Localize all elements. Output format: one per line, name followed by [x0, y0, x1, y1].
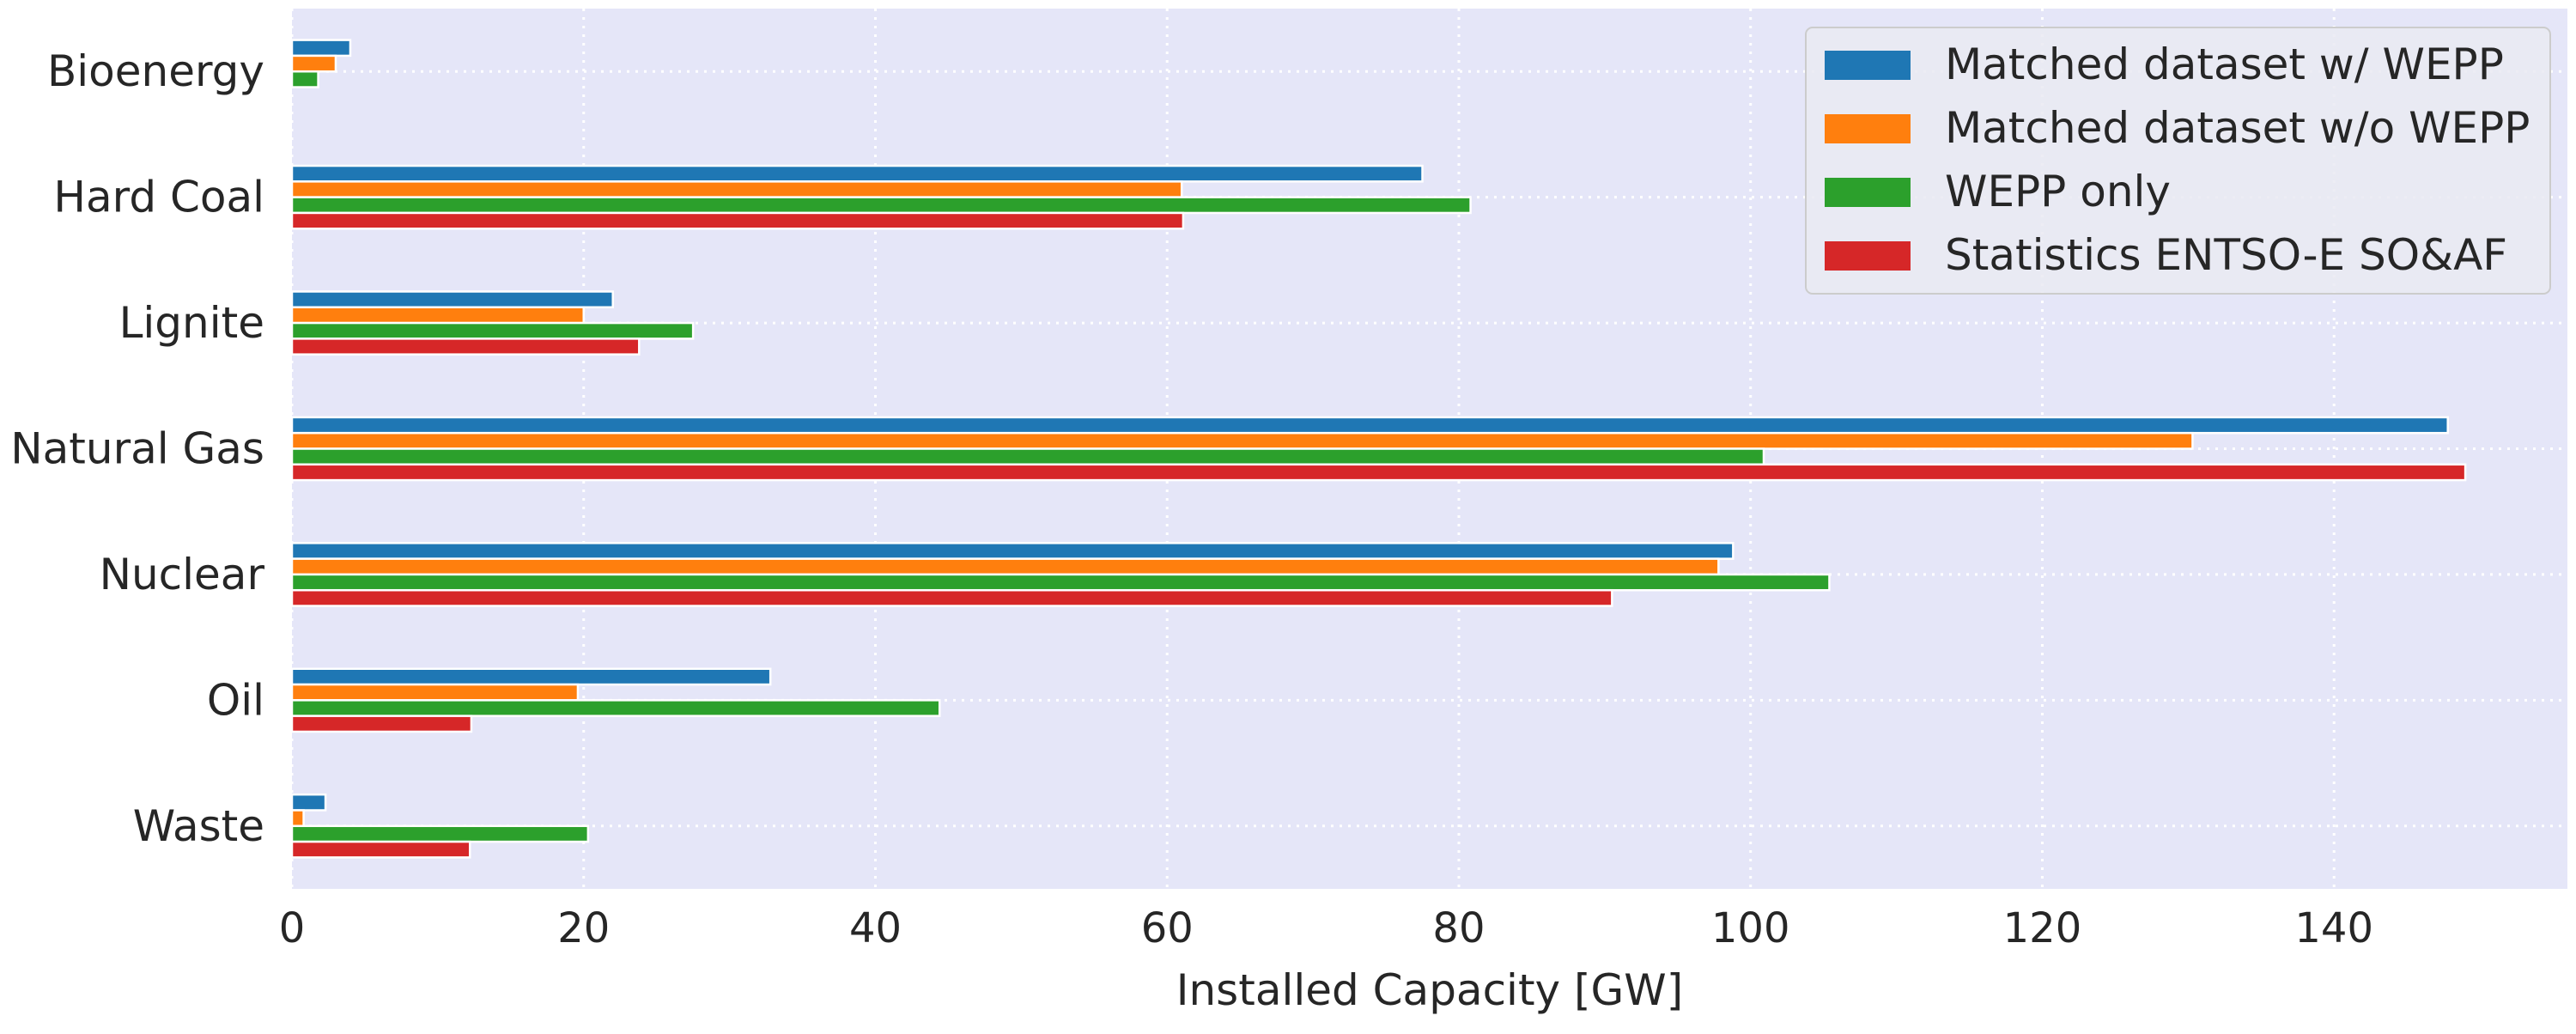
bar: [290, 715, 473, 733]
bar: [290, 54, 337, 73]
y-tick-label: Oil: [207, 675, 264, 725]
bar: [290, 542, 1735, 560]
bar: [290, 180, 1183, 198]
bar: [290, 290, 614, 309]
y-tick-label: Natural Gas: [10, 424, 264, 474]
y-tick-label: Hard Coal: [53, 173, 264, 222]
bar: [290, 557, 1720, 576]
bar: [290, 573, 1831, 592]
bar: [290, 338, 641, 356]
bar: [290, 667, 772, 686]
legend-label: Statistics ENTSO-E SO&AF: [1945, 230, 2507, 280]
legend-box: [1805, 27, 2551, 295]
x-tick-label: 100: [1711, 904, 1790, 952]
bar: [290, 447, 1765, 466]
bar: [290, 809, 305, 828]
legend-swatch: [1825, 241, 1911, 271]
y-tick-label: Lignite: [119, 298, 264, 348]
bar: [290, 416, 2449, 435]
x-tick-label: 60: [1141, 904, 1194, 952]
legend-swatch: [1825, 114, 1911, 143]
y-tick-label: Bioenergy: [47, 46, 264, 96]
bars: [290, 39, 2467, 859]
bar: [290, 699, 941, 717]
bar: [290, 306, 585, 325]
bar: [290, 70, 319, 88]
legend: Matched dataset w/ WEPP Matched dataset w…: [1805, 27, 2551, 295]
x-tick-label: 0: [279, 904, 306, 952]
bar: [290, 39, 352, 58]
x-tick-label: 120: [2003, 904, 2082, 952]
bar: [290, 196, 1472, 215]
bar: [290, 463, 2467, 482]
x-tick-labels: 0 20 40 60 80 100 120 140: [279, 904, 2373, 952]
x-tick-label: 20: [557, 904, 610, 952]
x-axis-label: Installed Capacity [GW]: [1176, 965, 1684, 1015]
x-tick-label: 80: [1432, 904, 1485, 952]
legend-swatch: [1825, 51, 1911, 80]
bar: [290, 683, 580, 702]
bar: [290, 588, 1613, 607]
bar: [290, 321, 695, 340]
y-tick-label: Waste: [133, 801, 264, 851]
y-tick-labels: Bioenergy Hard Coal Lignite Natural Gas Nucl…: [10, 46, 264, 851]
legend-label: Matched dataset w/o WEPP: [1945, 103, 2530, 153]
x-tick-label: 140: [2294, 904, 2373, 952]
legend-label: Matched dataset w/ WEPP: [1945, 40, 2504, 89]
bar: [290, 824, 590, 843]
bar: [290, 431, 2194, 450]
legend-label: WEPP only: [1945, 167, 2171, 216]
bar: [290, 793, 327, 812]
bar: [290, 211, 1185, 230]
bar: [290, 840, 471, 859]
legend-swatch: [1825, 178, 1911, 207]
bar: [290, 164, 1424, 183]
y-tick-label: Nuclear: [100, 550, 265, 599]
x-tick-label: 40: [849, 904, 902, 952]
